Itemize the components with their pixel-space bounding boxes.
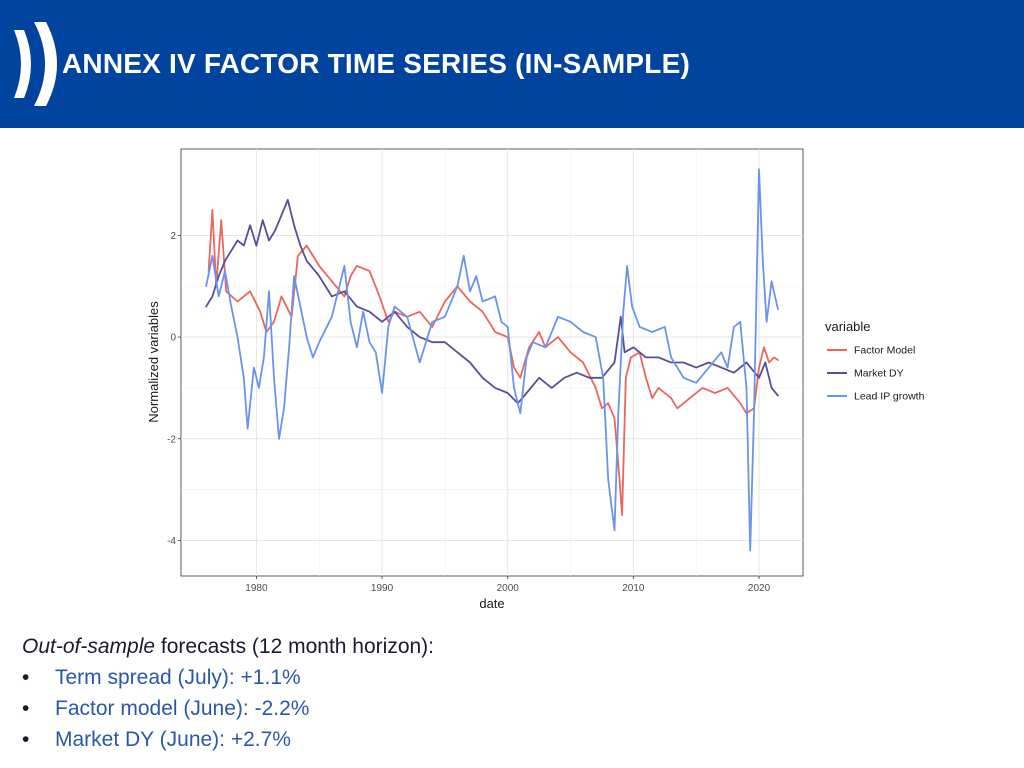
x-tick-label: 1990 xyxy=(371,583,394,594)
legend-label: Market DY xyxy=(854,368,904,380)
chart-container: 1980 1990 2000 2010 2020 -4 -2 0 2 date Normali… xyxy=(140,140,940,620)
forecast-market-dy: Market DY (June): +2.7% xyxy=(55,728,291,751)
x-axis-title: date xyxy=(479,596,504,611)
x-tick-label: 1980 xyxy=(245,583,268,594)
x-tick-label: 2000 xyxy=(497,583,520,594)
plot-panel xyxy=(180,148,804,577)
x-tick-label: 2010 xyxy=(622,583,645,594)
legend: variable Factor Model Market DY Lead IP gr… xyxy=(825,319,925,403)
x-tick-label: 2020 xyxy=(748,583,771,594)
y-tick-label: -2 xyxy=(167,434,176,445)
y-tick-label: 0 xyxy=(170,333,176,344)
list-item: • Factor model (June): -2.2% xyxy=(22,693,722,724)
series-line-market-dy xyxy=(205,198,779,405)
y-tick-label: 2 xyxy=(170,231,176,242)
y-axis-title: Normalized variables xyxy=(146,301,161,423)
header-bar: ANNEX IV FACTOR TIME SERIES (IN-SAMPLE) xyxy=(0,0,1024,128)
forecast-notes: Out-of-sample forecasts (12 month horizo… xyxy=(22,632,722,755)
notes-lead-rest: forecasts (12 month horizon): xyxy=(155,635,435,658)
list-item: • Term spread (July): +1.1% xyxy=(22,662,722,693)
legend-title: variable xyxy=(825,319,871,334)
series-line-lead-ip-growth xyxy=(205,168,779,552)
forecast-list: • Term spread (July): +1.1% • Factor model… xyxy=(22,662,722,755)
forecast-factor-model: Factor model (June): -2.2% xyxy=(55,697,310,720)
y-tick-label: -4 xyxy=(167,536,176,547)
legend-label: Lead IP growth xyxy=(854,391,925,403)
forecast-term-spread: Term spread (July): +1.1% xyxy=(55,666,301,689)
list-item: • Market DY (June): +2.7% xyxy=(22,724,722,755)
legend-items: Factor Model Market DY Lead IP growth xyxy=(827,345,925,403)
x-axis-ticks: 1980 1990 2000 2010 2020 xyxy=(245,576,771,594)
brand-logo-icon xyxy=(14,22,57,106)
bullet-icon: • xyxy=(22,697,30,720)
y-axis-ticks: -4 -2 0 2 xyxy=(167,231,181,547)
bullet-icon: • xyxy=(22,728,30,751)
line-chart: 1980 1990 2000 2010 2020 -4 -2 0 2 date Normali… xyxy=(146,148,925,611)
series-lines xyxy=(205,168,779,552)
bullet-icon: • xyxy=(22,666,30,689)
legend-label: Factor Model xyxy=(854,345,915,357)
notes-lead-italic: Out-of-sample xyxy=(22,635,156,658)
grid-lines xyxy=(181,149,803,576)
page-title: ANNEX IV FACTOR TIME SERIES (IN-SAMPLE) xyxy=(62,48,690,79)
notes-lead: Out-of-sample forecasts (12 month horizo… xyxy=(22,632,722,662)
